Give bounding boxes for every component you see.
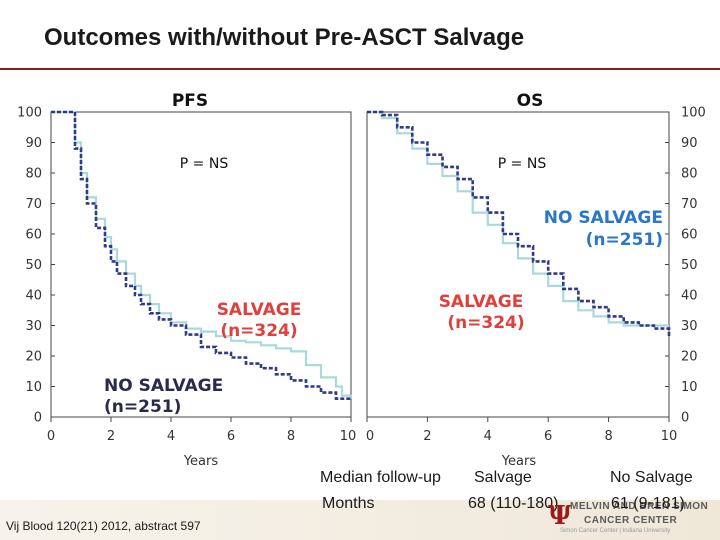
logo-line-2: CANCER CENTER — [584, 515, 678, 526]
pfs-y-tick-label: 50 — [25, 258, 42, 273]
logo-line-1: MELVIN AND BREN SIMON — [570, 501, 709, 512]
pfs-no-salvage-curve — [51, 110, 351, 400]
months-row-label: Months — [322, 495, 375, 512]
os-no-salvage-label: NO SALVAGE — [544, 208, 663, 228]
pfs-y-tick-label: 70 — [25, 197, 42, 212]
os-x-tick-label: 2 — [423, 429, 431, 444]
pfs-y-tick-label: 100 — [17, 106, 42, 121]
pfs-y-ticks: 0 10 20 30 40 50 60 70 80 90 100 — [17, 106, 55, 426]
pfs-title: PFS — [172, 91, 208, 111]
os-title: OS — [517, 91, 544, 111]
logo-line-3: Simon Cancer Center | Indiana University — [560, 528, 671, 534]
os-x-tick-label: 0 — [366, 429, 374, 444]
pfs-p-value: P = NS — [180, 156, 229, 172]
pfs-salvage-curve — [51, 110, 353, 399]
pfs-y-tick-label: 40 — [25, 289, 42, 304]
os-no-salvage-count: (n=251) — [586, 230, 663, 250]
os-no-salvage-curve — [367, 110, 671, 338]
pfs-salvage-label: SALVAGE — [217, 300, 302, 320]
os-y-tick-label: 30 — [681, 319, 698, 334]
os-salvage-label: SALVAGE — [439, 292, 524, 312]
pfs-x-tick-label: 2 — [107, 429, 115, 444]
os-y-tick-label: 100 — [681, 106, 706, 121]
no-salvage-months-value: 61 (9-181) — [611, 495, 685, 512]
slide-title: Outcomes with/without Pre-ASCT Salvage — [44, 24, 525, 51]
pfs-no-salvage-label: NO SALVAGE — [104, 376, 223, 396]
os-x-axis-label: Years — [501, 454, 537, 469]
footer-strip — [0, 500, 720, 540]
os-salvage-count: (n=324) — [447, 313, 524, 333]
os-y-tick-label: 10 — [681, 380, 698, 395]
pfs-no-salvage-count: (n=251) — [104, 397, 181, 417]
os-y-tick-label: 70 — [681, 197, 698, 212]
os-y-tick-label: 40 — [681, 289, 698, 304]
pfs-y-tick-label: 90 — [25, 136, 42, 151]
pfs-y-tick-label: 0 — [34, 411, 42, 426]
trident-icon: Ψ — [548, 501, 572, 531]
os-y-tick-label: 50 — [681, 258, 698, 273]
pfs-x-tick-label: 8 — [287, 429, 295, 444]
os-y-tick-label: 0 — [681, 411, 689, 426]
cancer-center-logo: Ψ MELVIN AND BREN SIMON CANCER CENTER Si… — [548, 497, 718, 539]
pfs-x-tick-label: 10 — [340, 429, 357, 444]
os-x-tick-label: 6 — [544, 429, 552, 444]
pfs-x-tick-label: 6 — [227, 429, 235, 444]
pfs-y-tick-label: 30 — [25, 319, 42, 334]
no-salvage-column-header: No Salvage — [610, 469, 693, 486]
pfs-y-tick-label: 80 — [25, 167, 42, 182]
os-plot-frame — [366, 111, 670, 418]
os-salvage-curve — [367, 110, 669, 327]
salvage-months-value: 68 (110-180) — [468, 495, 559, 512]
median-follow-up-label: Median follow-up — [320, 469, 441, 486]
os-x-ticks: 0 2 4 6 8 10 — [366, 417, 677, 444]
pfs-x-tick-label: 0 — [47, 429, 55, 444]
os-y-tick-label: 80 — [681, 167, 698, 182]
pfs-y-tick-label: 60 — [25, 228, 42, 243]
pfs-salvage-count: (n=324) — [220, 321, 297, 341]
os-y-tick-label: 20 — [681, 350, 698, 365]
salvage-column-header: Salvage — [474, 469, 532, 486]
os-y-tick-label: 60 — [681, 228, 698, 243]
pfs-x-ticks: 0 2 4 6 8 10 — [47, 417, 356, 444]
os-p-value: P = NS — [498, 156, 547, 172]
pfs-y-tick-label: 10 — [25, 380, 42, 395]
pfs-plot-frame — [50, 111, 352, 418]
os-y-tick-label: 90 — [681, 136, 698, 151]
pfs-y-tick-label: 20 — [25, 350, 42, 365]
pfs-x-axis-label: Years — [183, 454, 219, 469]
citation: Vij Blood 120(21) 2012, abstract 597 — [6, 519, 201, 533]
os-x-tick-label: 8 — [604, 429, 612, 444]
title-divider — [0, 68, 720, 70]
os-x-tick-label: 10 — [661, 429, 678, 444]
os-x-tick-label: 4 — [484, 429, 492, 444]
os-y-ticks: 0 10 20 30 40 50 60 70 80 90 100 — [665, 106, 706, 426]
pfs-x-tick-label: 4 — [167, 429, 175, 444]
